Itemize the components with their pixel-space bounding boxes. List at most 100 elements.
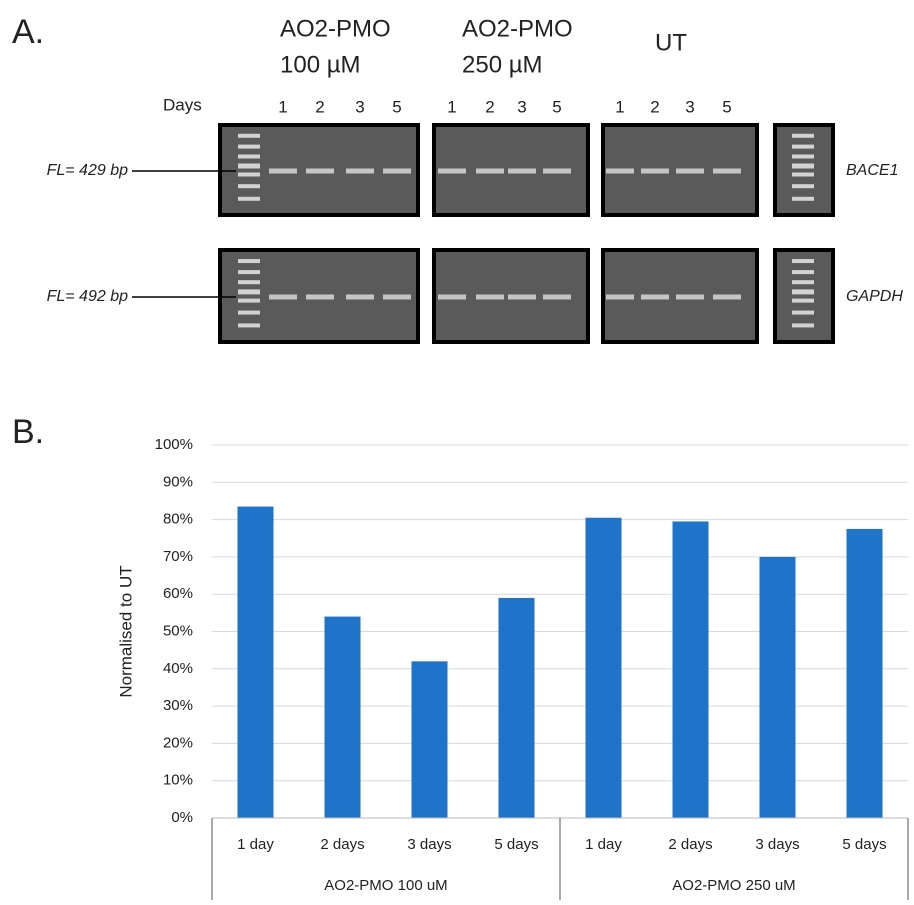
y-tick-label: 20% — [163, 734, 193, 751]
ladder-band — [792, 280, 814, 285]
ladder-band — [792, 172, 814, 177]
band — [383, 294, 411, 300]
lane-label: 3 — [517, 97, 526, 116]
y-tick-label: 90% — [163, 473, 193, 490]
x-tick-label: 3 days — [755, 836, 799, 853]
ladder-band — [792, 163, 814, 169]
y-tick-label: 70% — [163, 548, 193, 565]
ladder-band — [238, 163, 260, 169]
band — [508, 168, 536, 174]
ladder-band — [238, 184, 260, 189]
lane-label: 5 — [392, 97, 401, 116]
group-name: AO2-PMO — [462, 15, 573, 42]
band — [676, 294, 704, 300]
group-dose: 100 µM — [280, 51, 361, 78]
ladder-band — [238, 172, 260, 177]
gene-label: GAPDH — [846, 288, 903, 305]
y-tick-label: 10% — [163, 772, 193, 789]
band — [438, 294, 466, 300]
ladder-band — [238, 144, 260, 149]
band — [269, 168, 297, 174]
band — [606, 168, 634, 174]
y-tick-label: 60% — [163, 585, 193, 602]
x-tick-label: 1 day — [237, 836, 274, 853]
ladder-band — [792, 289, 814, 295]
band — [383, 168, 411, 174]
ladder-band — [792, 184, 814, 189]
x-tick-label: 3 days — [407, 836, 451, 853]
band — [346, 168, 374, 174]
band — [676, 168, 704, 174]
bar — [672, 521, 709, 818]
bar — [324, 616, 361, 818]
band — [476, 168, 504, 174]
ladder-band — [238, 196, 260, 201]
bar — [498, 597, 535, 818]
ladder-band — [238, 310, 260, 315]
x-tick-label: 2 days — [320, 836, 364, 853]
band — [641, 168, 669, 174]
ladder-band — [238, 270, 260, 275]
band — [606, 294, 634, 300]
ladder-band — [792, 154, 814, 159]
band — [269, 294, 297, 300]
ladder-band — [792, 259, 814, 264]
band — [438, 168, 466, 174]
x-tick-label: 1 day — [585, 836, 622, 853]
ladder-band — [238, 280, 260, 285]
lane-label: 3 — [355, 97, 364, 116]
band — [713, 294, 741, 300]
ladder-band — [238, 289, 260, 295]
bar — [585, 517, 622, 818]
lane-label: 5 — [722, 97, 731, 116]
y-tick-label: 80% — [163, 511, 193, 528]
lane-label: 2 — [485, 97, 494, 116]
lane-label: 1 — [447, 97, 456, 116]
lane-label: 2 — [315, 97, 324, 116]
band-size: FL= 429 bp — [47, 162, 129, 179]
band — [306, 294, 334, 300]
ladder-band — [792, 310, 814, 315]
y-tick-label: 0% — [171, 809, 193, 826]
lane-label: 1 — [278, 97, 287, 116]
band — [508, 294, 536, 300]
y-tick-label: 100% — [155, 436, 193, 453]
lane-label: 1 — [615, 97, 624, 116]
bar — [237, 506, 274, 818]
ladder-band — [238, 133, 260, 138]
ladder-band — [238, 298, 260, 303]
ladder-band — [792, 298, 814, 303]
ladder-band — [792, 133, 814, 138]
y-tick-label: 30% — [163, 697, 193, 714]
group-label: AO2-PMO 250 uM — [672, 877, 795, 894]
bar — [411, 661, 448, 818]
band — [713, 168, 741, 174]
gel — [773, 123, 835, 217]
ladder-band — [792, 323, 814, 328]
group-name: AO2-PMO — [280, 15, 391, 42]
panel-label: A. — [12, 13, 44, 51]
band — [641, 294, 669, 300]
gene-label: BACE1 — [846, 162, 898, 179]
band — [306, 168, 334, 174]
y-axis-title: Normalised to UT — [116, 565, 135, 697]
gel — [773, 248, 835, 344]
x-tick-label: 5 days — [842, 836, 886, 853]
y-tick-label: 40% — [163, 660, 193, 677]
bar — [846, 528, 883, 818]
group-dose: 250 µM — [462, 51, 543, 78]
band — [346, 294, 374, 300]
lane-label: 5 — [552, 97, 561, 116]
y-tick-label: 50% — [163, 622, 193, 639]
x-tick-label: 2 days — [668, 836, 712, 853]
group-name: UT — [655, 29, 687, 56]
ladder-band — [792, 144, 814, 149]
x-tick-label: 5 days — [494, 836, 538, 853]
lane-label: 2 — [650, 97, 659, 116]
ladder-band — [792, 270, 814, 275]
group-label: AO2-PMO 100 uM — [324, 877, 447, 894]
lane-label: 3 — [685, 97, 694, 116]
days-label: Days — [163, 95, 202, 114]
ladder-band — [238, 259, 260, 264]
